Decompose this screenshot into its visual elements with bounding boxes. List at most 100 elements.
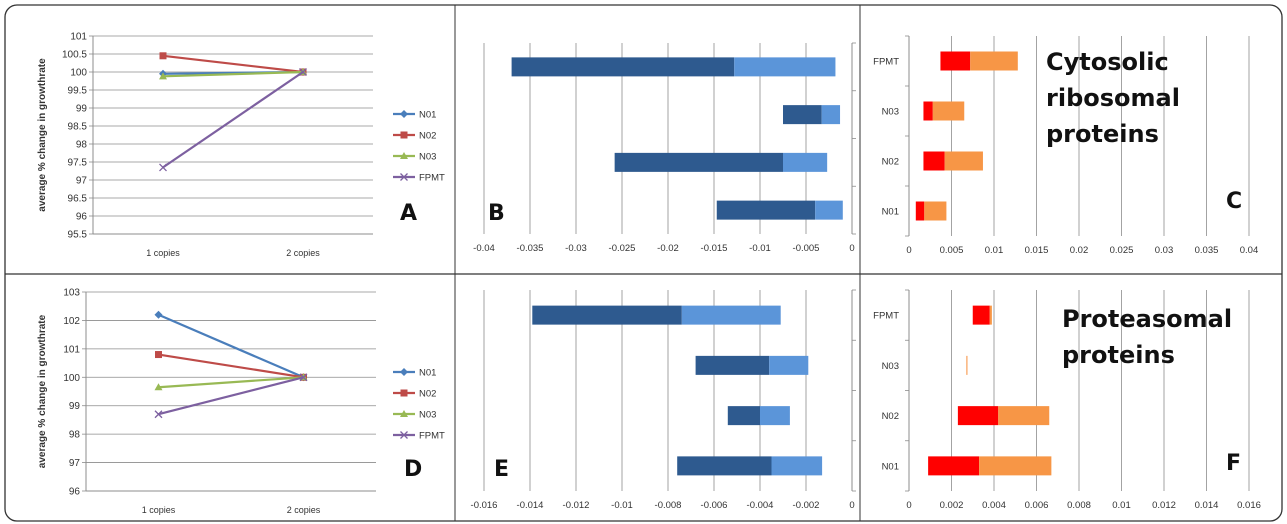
f-xtick-label: 0.01 xyxy=(1112,500,1131,511)
d-ytick-label: 98 xyxy=(69,430,81,441)
c-category-label: FPMT xyxy=(873,57,899,68)
e-xtick-label: -0.014 xyxy=(517,500,544,511)
d-ytick-label: 103 xyxy=(63,288,80,299)
panel-letter-f: F xyxy=(1226,451,1241,476)
f-category-label: N03 xyxy=(882,361,899,372)
d-legend-label-n01: N01 xyxy=(419,368,436,379)
d-data-point-n02 xyxy=(155,351,162,359)
c-xtick-label: 0 xyxy=(906,245,911,256)
a-category-label: 2 copies xyxy=(286,248,320,258)
d-ytick-label: 100 xyxy=(63,373,80,384)
c-bar-segment-lower xyxy=(940,51,971,71)
a-series-line-fpmt xyxy=(162,71,304,169)
c-xtick-label: 0.02 xyxy=(1070,245,1089,256)
c-xtick-label: 0.035 xyxy=(1195,245,1219,256)
e-xtick-label: 0 xyxy=(849,500,854,511)
f-xtick-label: 0.002 xyxy=(940,500,964,511)
f-category-label: FPMT xyxy=(873,311,899,322)
d-legend-label-n02: N02 xyxy=(419,389,436,400)
a-ytick-label: 98 xyxy=(76,140,88,151)
a-legend-marker-n01 xyxy=(400,110,408,118)
e-bar-segment-upper xyxy=(769,355,809,375)
e-bar-segment-lower xyxy=(727,406,760,426)
d-ytick-label: 97 xyxy=(69,458,81,469)
cytosolic-label-line3: proteins xyxy=(1046,120,1159,148)
a-legend-marker-n03 xyxy=(400,152,408,159)
b-xtick-label: -0.005 xyxy=(793,243,820,254)
c-bar-segment-lower xyxy=(915,201,925,221)
f-bar-segment-upper xyxy=(998,406,1050,426)
b-xtick-label: -0.025 xyxy=(609,243,636,254)
c-xtick-label: 0.005 xyxy=(940,245,964,256)
d-data-point-n03 xyxy=(154,383,163,391)
cytosolic-label-line2: ribosomal xyxy=(1046,84,1180,112)
c-xtick-label: 0.025 xyxy=(1110,245,1134,256)
a-series-line-n03 xyxy=(162,70,304,78)
cytosolic-label-line1: Cytosolic xyxy=(1046,48,1169,76)
a-legend-label-n02: N02 xyxy=(419,131,436,142)
a-ytick-label: 95.5 xyxy=(68,230,88,241)
a-series-line-n02 xyxy=(162,54,304,74)
e-bar-segment-lower xyxy=(532,305,682,325)
a-ytick-label: 100.5 xyxy=(62,50,87,61)
panel-letter-c: C xyxy=(1226,189,1242,214)
proteasomal-label-line1: Proteasomal xyxy=(1062,305,1232,333)
a-ytick-label: 96.5 xyxy=(68,194,88,205)
a-ytick-label: 97.5 xyxy=(68,158,88,169)
d-legend-marker-n01 xyxy=(400,368,408,376)
b-bar-segment-lower xyxy=(614,152,783,172)
b-bar-segment-upper xyxy=(783,152,828,172)
d-data-point-fpmt xyxy=(154,410,163,419)
c-xtick-label: 0.04 xyxy=(1240,245,1259,256)
d-series-line-n03 xyxy=(158,376,304,389)
f-xtick-label: 0.006 xyxy=(1025,500,1049,511)
d-legend-label-n03: N03 xyxy=(419,410,436,421)
d-series-line-n02 xyxy=(158,353,304,379)
c-bar-segment-upper xyxy=(944,151,983,171)
f-category-label: N01 xyxy=(882,461,899,472)
a-ytick-label: 97 xyxy=(76,176,88,187)
d-y-axis-title: average % change in growthrate xyxy=(37,314,48,468)
panel-a-line-chart: 95.5 96 96.5 97 97.5 98 98.5 99 99.5 100 100.5 101 1… xyxy=(37,32,445,259)
a-legend-label-n03: N03 xyxy=(419,152,436,163)
b-xtick-label: -0.04 xyxy=(473,243,495,254)
a-ytick-label: 98.5 xyxy=(68,122,88,133)
d-category-label: 1 copies xyxy=(142,505,176,515)
f-xtick-label: 0.012 xyxy=(1152,500,1176,511)
d-legend-marker-n03 xyxy=(400,410,408,417)
d-category-label: 2 copies xyxy=(287,505,321,515)
b-xtick-label: -0.035 xyxy=(517,243,544,254)
d-ytick-label: 102 xyxy=(63,316,80,327)
a-ytick-label: 96 xyxy=(76,212,88,223)
panel-f-bar-chart: 0 0.002 0.004 0.006 0.008 0.01 0.012 0.014 0.016… xyxy=(873,289,1261,511)
f-xtick-label: 0 xyxy=(906,500,911,511)
b-xtick-label: -0.015 xyxy=(701,243,728,254)
b-xtick-label: -0.03 xyxy=(565,243,587,254)
panel-c-bar-chart: 0 0.005 0.01 0.015 0.02 0.025 0.03 0.035 0.04 FPM… xyxy=(873,35,1259,256)
c-bar-segment-upper xyxy=(924,201,947,221)
figure-frame xyxy=(4,4,1283,522)
d-legend-label-fpmt: FPMT xyxy=(419,431,445,442)
a-ytick-label: 101 xyxy=(70,32,87,43)
e-xtick-label: -0.006 xyxy=(701,500,728,511)
e-xtick-label: -0.016 xyxy=(471,500,498,511)
f-bar-segment-lower xyxy=(972,305,990,325)
e-xtick-label: -0.004 xyxy=(747,500,774,511)
e-bar-segment-upper xyxy=(771,456,823,476)
a-data-point-n03 xyxy=(159,72,167,80)
panel-letter-e: E xyxy=(494,457,509,482)
f-bar-segment-lower xyxy=(957,406,999,426)
c-category-label: N01 xyxy=(882,207,899,218)
d-series-line-n01 xyxy=(158,313,304,379)
c-xtick-label: 0.01 xyxy=(985,245,1004,256)
f-xtick-label: 0.014 xyxy=(1195,500,1219,511)
c-bar-segment-upper xyxy=(970,51,1018,71)
f-bar-segment-upper xyxy=(966,355,968,375)
a-y-axis-title: average % change in growthrate xyxy=(37,58,48,212)
a-category-label: 1 copies xyxy=(146,248,180,258)
d-legend-marker-fpmt xyxy=(400,431,408,439)
a-data-point-fpmt xyxy=(159,163,167,172)
b-bar-segment-lower xyxy=(511,57,735,77)
d-data-point-n01 xyxy=(154,310,163,319)
